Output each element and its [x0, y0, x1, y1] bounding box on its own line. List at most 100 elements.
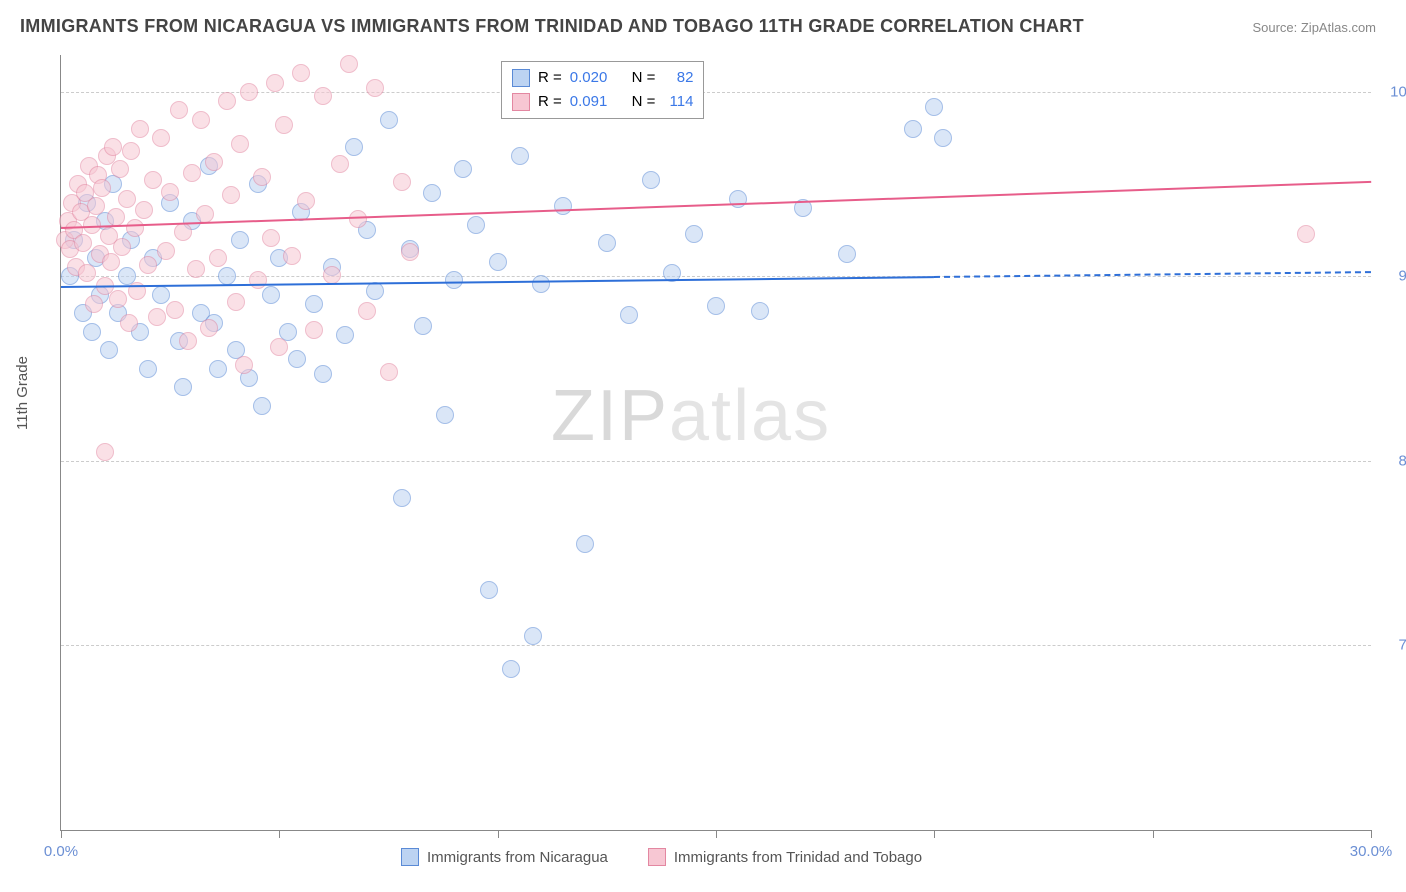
data-point — [336, 326, 354, 344]
data-point — [305, 295, 323, 313]
data-point — [467, 216, 485, 234]
data-point — [107, 208, 125, 226]
data-point — [934, 129, 952, 147]
data-point — [144, 171, 162, 189]
data-point — [366, 79, 384, 97]
legend-row: R = 0.020 N = 82 — [512, 66, 693, 90]
data-point — [511, 147, 529, 165]
legend-item: Immigrants from Trinidad and Tobago — [648, 848, 922, 866]
data-point — [240, 83, 258, 101]
y-tick-label: 80.0% — [1381, 452, 1406, 469]
data-point — [187, 260, 205, 278]
data-point — [218, 267, 236, 285]
data-point — [200, 319, 218, 337]
data-point — [93, 179, 111, 197]
data-point — [85, 295, 103, 313]
data-point — [139, 256, 157, 274]
legend-r-label: R = — [538, 90, 562, 114]
legend-r-label: R = — [538, 66, 562, 90]
x-tick — [279, 830, 280, 838]
data-point — [393, 173, 411, 191]
data-point — [524, 627, 542, 645]
data-point — [598, 234, 616, 252]
data-point — [489, 253, 507, 271]
y-tick-label: 70.0% — [1381, 637, 1406, 654]
data-point — [209, 249, 227, 267]
y-tick-label: 90.0% — [1381, 268, 1406, 285]
data-point — [266, 74, 284, 92]
data-point — [345, 138, 363, 156]
legend-series-name: Immigrants from Nicaragua — [427, 849, 608, 866]
data-point — [100, 341, 118, 359]
x-tick — [934, 830, 935, 838]
legend-n-value: 114 — [663, 90, 693, 114]
data-point — [102, 253, 120, 271]
data-point — [170, 101, 188, 119]
data-point — [314, 87, 332, 105]
data-point — [192, 111, 210, 129]
y-axis-label: 11th Grade — [14, 356, 31, 430]
data-point — [620, 306, 638, 324]
data-point — [576, 535, 594, 553]
source-attribution: Source: ZipAtlas.com — [1252, 20, 1376, 35]
legend-n-label: N = — [632, 90, 656, 114]
data-point — [480, 581, 498, 599]
legend-swatch — [512, 69, 530, 87]
legend-n-label: N = — [632, 66, 656, 90]
legend-r-value: 0.020 — [570, 66, 608, 90]
data-point — [502, 660, 520, 678]
data-point — [838, 245, 856, 263]
data-point — [707, 297, 725, 315]
data-point — [314, 365, 332, 383]
data-point — [111, 160, 129, 178]
data-point — [231, 135, 249, 153]
data-point — [104, 138, 122, 156]
data-point — [209, 360, 227, 378]
data-point — [331, 155, 349, 173]
data-point — [393, 489, 411, 507]
data-point — [401, 243, 419, 261]
data-point — [751, 302, 769, 320]
data-point — [174, 223, 192, 241]
data-point — [414, 317, 432, 335]
data-point — [196, 205, 214, 223]
data-point — [423, 184, 441, 202]
data-point — [454, 160, 472, 178]
legend-row: R = 0.091 N = 114 — [512, 90, 693, 114]
data-point — [358, 302, 376, 320]
data-point — [174, 378, 192, 396]
data-point — [161, 183, 179, 201]
data-point — [532, 275, 550, 293]
data-point — [74, 234, 92, 252]
data-point — [218, 92, 236, 110]
gridline — [61, 461, 1371, 462]
legend-swatch — [512, 93, 530, 111]
data-point — [120, 314, 138, 332]
data-point — [323, 266, 341, 284]
data-point — [118, 190, 136, 208]
data-point — [96, 443, 114, 461]
data-point — [122, 142, 140, 160]
data-point — [157, 242, 175, 260]
data-point — [642, 171, 660, 189]
data-point — [283, 247, 301, 265]
data-point — [380, 111, 398, 129]
data-point — [380, 363, 398, 381]
legend-r-value: 0.091 — [570, 90, 608, 114]
data-point — [78, 264, 96, 282]
data-point — [436, 406, 454, 424]
data-point — [109, 290, 127, 308]
data-point — [148, 308, 166, 326]
scatter-plot-area: ZIPatlas 70.0%80.0%90.0%100.0%0.0%30.0%R… — [60, 55, 1371, 831]
data-point — [275, 116, 293, 134]
data-point — [249, 271, 267, 289]
data-point — [445, 271, 463, 289]
gridline — [61, 645, 1371, 646]
data-point — [179, 332, 197, 350]
data-point — [253, 397, 271, 415]
data-point — [925, 98, 943, 116]
legend-n-value: 82 — [663, 66, 693, 90]
data-point — [222, 186, 240, 204]
data-point — [113, 238, 131, 256]
data-point — [83, 323, 101, 341]
